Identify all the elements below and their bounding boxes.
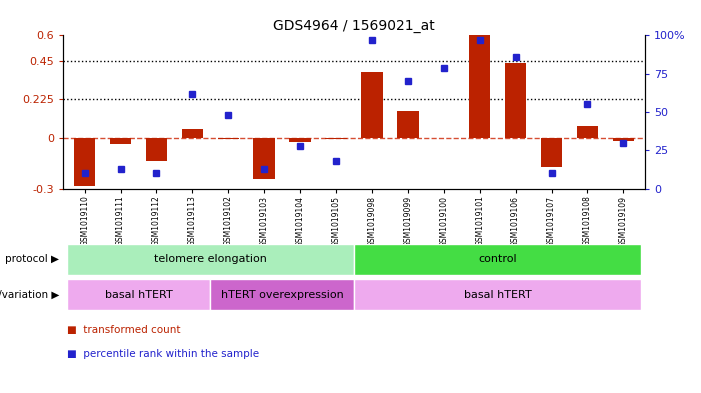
- Bar: [397, 111, 418, 138]
- Text: control: control: [478, 254, 517, 264]
- Bar: [182, 129, 203, 138]
- Bar: [290, 138, 311, 142]
- Bar: [354, 279, 641, 310]
- Bar: [74, 138, 95, 186]
- Bar: [210, 279, 354, 310]
- Text: basal hTERT: basal hTERT: [104, 290, 172, 300]
- Text: genotype/variation ▶: genotype/variation ▶: [0, 290, 60, 300]
- Bar: [217, 138, 239, 139]
- Bar: [354, 244, 641, 275]
- Text: telomere elongation: telomere elongation: [154, 254, 267, 264]
- Text: ■  percentile rank within the sample: ■ percentile rank within the sample: [67, 349, 259, 359]
- Bar: [577, 127, 598, 138]
- Text: ■  transformed count: ■ transformed count: [67, 325, 180, 335]
- Bar: [254, 138, 275, 179]
- Text: protocol ▶: protocol ▶: [6, 254, 60, 264]
- Bar: [67, 279, 210, 310]
- Text: hTERT overexpression: hTERT overexpression: [221, 290, 343, 300]
- Bar: [146, 138, 168, 162]
- Bar: [110, 138, 131, 144]
- Bar: [469, 35, 491, 138]
- Bar: [540, 138, 562, 167]
- Title: GDS4964 / 1569021_at: GDS4964 / 1569021_at: [273, 19, 435, 33]
- Bar: [505, 62, 526, 138]
- Bar: [325, 138, 347, 139]
- Bar: [613, 138, 634, 141]
- Text: basal hTERT: basal hTERT: [464, 290, 531, 300]
- Bar: [67, 244, 354, 275]
- Bar: [361, 72, 383, 138]
